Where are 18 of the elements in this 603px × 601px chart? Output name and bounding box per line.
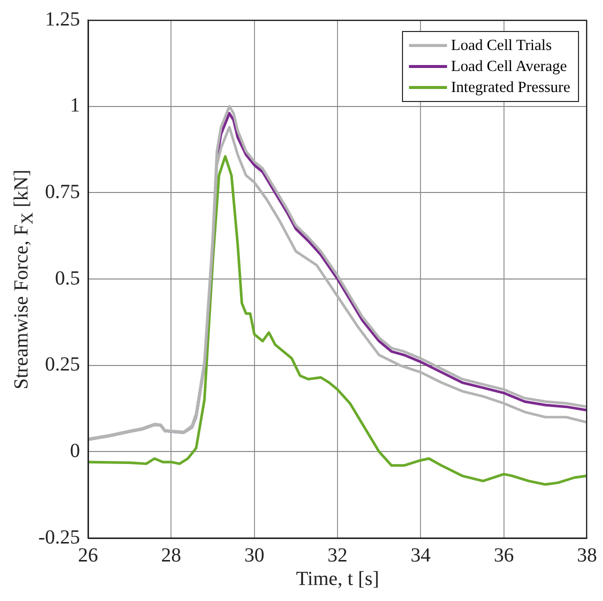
x-tick-label: 26 — [78, 544, 98, 566]
legend-label: Load Cell Average — [451, 58, 567, 76]
x-tick-label: 32 — [328, 544, 348, 566]
y-tick-label: 0.25 — [45, 354, 80, 376]
y-tick-label: 0.75 — [45, 180, 80, 203]
y-tick-label: -0.25 — [38, 526, 80, 548]
y-tick-label: 0 — [70, 440, 80, 462]
x-tick-label: 34 — [410, 544, 431, 566]
legend-label: Integrated Pressure — [451, 78, 570, 96]
legend-label: Load Cell Trials — [451, 36, 552, 54]
x-axis-title: Time, t [s] — [296, 568, 380, 591]
x-tick-label: 28 — [161, 544, 182, 566]
x-tick-label: 30 — [244, 544, 264, 566]
y-tick-label: 1 — [70, 94, 80, 117]
y-tick-label: 0.5 — [55, 267, 80, 290]
x-tick-label: 38 — [577, 544, 597, 566]
y-tick-label: 1.25 — [45, 8, 80, 30]
x-tick-label: 36 — [494, 544, 514, 566]
